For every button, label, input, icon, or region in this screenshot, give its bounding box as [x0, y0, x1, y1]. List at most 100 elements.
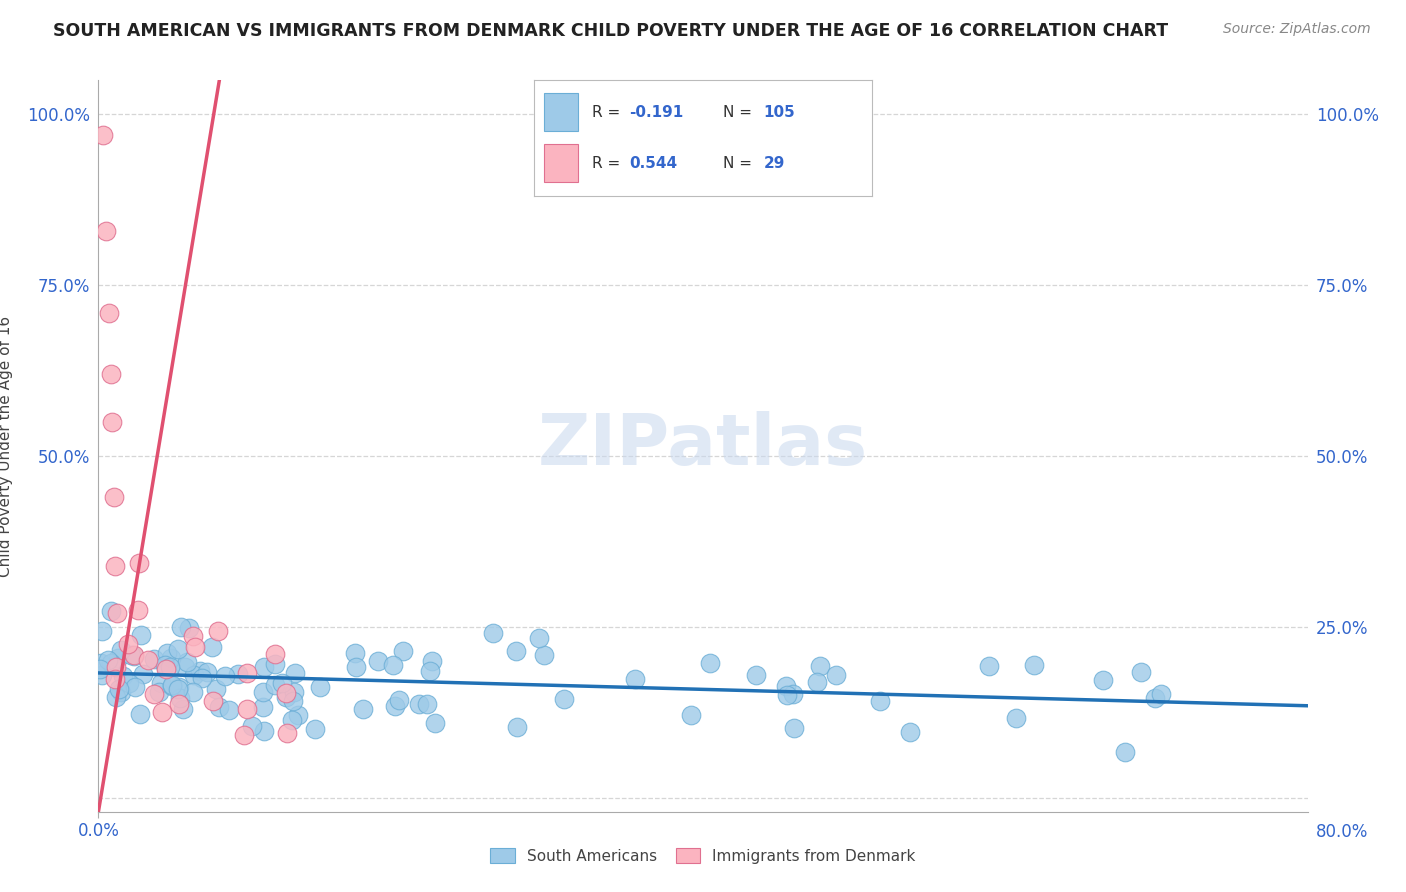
Legend: South Americans, Immigrants from Denmark: South Americans, Immigrants from Denmark — [484, 842, 922, 870]
Point — [148, 685, 170, 699]
Point — [506, 720, 529, 734]
Point — [195, 665, 218, 680]
Point — [420, 654, 443, 668]
Text: 80.0%: 80.0% — [1316, 823, 1368, 841]
Point — [425, 716, 447, 731]
Point — [160, 679, 183, 693]
Point — [167, 680, 190, 694]
Point — [214, 669, 236, 683]
Point — [91, 128, 114, 142]
Point — [128, 706, 150, 721]
Point — [107, 651, 129, 665]
Point — [100, 368, 122, 382]
Point — [276, 690, 298, 705]
Point — [252, 685, 274, 699]
Point — [806, 674, 828, 689]
Point — [240, 719, 263, 733]
Point — [283, 685, 305, 699]
Point — [124, 680, 146, 694]
Point — [179, 622, 201, 636]
Point — [191, 671, 214, 685]
Text: 105: 105 — [763, 104, 796, 120]
Point — [384, 699, 406, 714]
Point — [253, 660, 276, 674]
Point — [208, 700, 231, 714]
Point — [183, 668, 205, 682]
Point — [276, 726, 298, 740]
Point — [181, 629, 204, 643]
Point — [110, 685, 132, 699]
Point — [104, 558, 127, 573]
Y-axis label: Child Poverty Under the Age of 16: Child Poverty Under the Age of 16 — [0, 316, 13, 576]
Text: 29: 29 — [763, 156, 785, 170]
Point — [309, 680, 332, 694]
Point — [745, 668, 768, 682]
Point — [100, 605, 122, 619]
Point — [382, 658, 405, 673]
Point — [263, 647, 285, 661]
Point — [190, 664, 212, 678]
Point — [367, 655, 389, 669]
Point — [201, 694, 224, 708]
Bar — [544, 144, 578, 182]
Point — [136, 652, 159, 666]
Point — [118, 676, 141, 690]
Point — [775, 679, 797, 693]
Point — [681, 707, 703, 722]
Point — [783, 721, 806, 735]
Point — [104, 673, 127, 687]
Point — [204, 681, 226, 696]
Point — [233, 727, 256, 741]
Point — [392, 644, 415, 658]
Point — [127, 603, 149, 617]
Point — [117, 637, 139, 651]
Text: SOUTH AMERICAN VS IMMIGRANTS FROM DENMARK CHILD POVERTY UNDER THE AGE OF 16 CORR: SOUTH AMERICAN VS IMMIGRANTS FROM DENMAR… — [53, 22, 1168, 40]
Point — [150, 705, 173, 719]
Point — [236, 702, 259, 716]
Point — [184, 640, 207, 654]
Point — [1114, 744, 1136, 758]
Text: R =: R = — [592, 156, 624, 170]
Point — [110, 642, 132, 657]
Point — [201, 640, 224, 655]
Point — [529, 631, 551, 645]
Point — [160, 650, 183, 665]
Point — [128, 557, 150, 571]
Text: N =: N = — [723, 156, 756, 170]
Point — [122, 648, 145, 663]
Point — [263, 657, 285, 672]
Point — [388, 693, 411, 707]
Point — [218, 704, 240, 718]
Point — [263, 678, 285, 692]
Point — [408, 697, 430, 711]
Point — [120, 648, 142, 663]
Text: -0.191: -0.191 — [628, 104, 683, 120]
Point — [124, 648, 146, 662]
Point — [977, 659, 1000, 673]
Text: ZIPatlas: ZIPatlas — [538, 411, 868, 481]
Point — [271, 676, 294, 690]
Point — [252, 699, 274, 714]
Point — [304, 722, 326, 736]
Point — [699, 657, 721, 671]
Point — [172, 702, 194, 716]
Point — [90, 656, 112, 670]
Point — [280, 713, 302, 727]
Point — [169, 691, 191, 706]
Point — [103, 490, 125, 504]
Point — [142, 652, 165, 666]
Point — [343, 646, 366, 660]
Point — [253, 723, 276, 738]
Point — [111, 668, 134, 682]
Point — [869, 694, 891, 708]
Point — [101, 415, 124, 429]
Point — [94, 224, 117, 238]
Point — [281, 694, 304, 708]
Point — [170, 620, 193, 634]
Point — [160, 678, 183, 692]
Point — [776, 688, 799, 702]
Point — [174, 660, 197, 674]
Point — [176, 655, 198, 669]
Point — [143, 687, 166, 701]
Text: N =: N = — [723, 104, 756, 120]
